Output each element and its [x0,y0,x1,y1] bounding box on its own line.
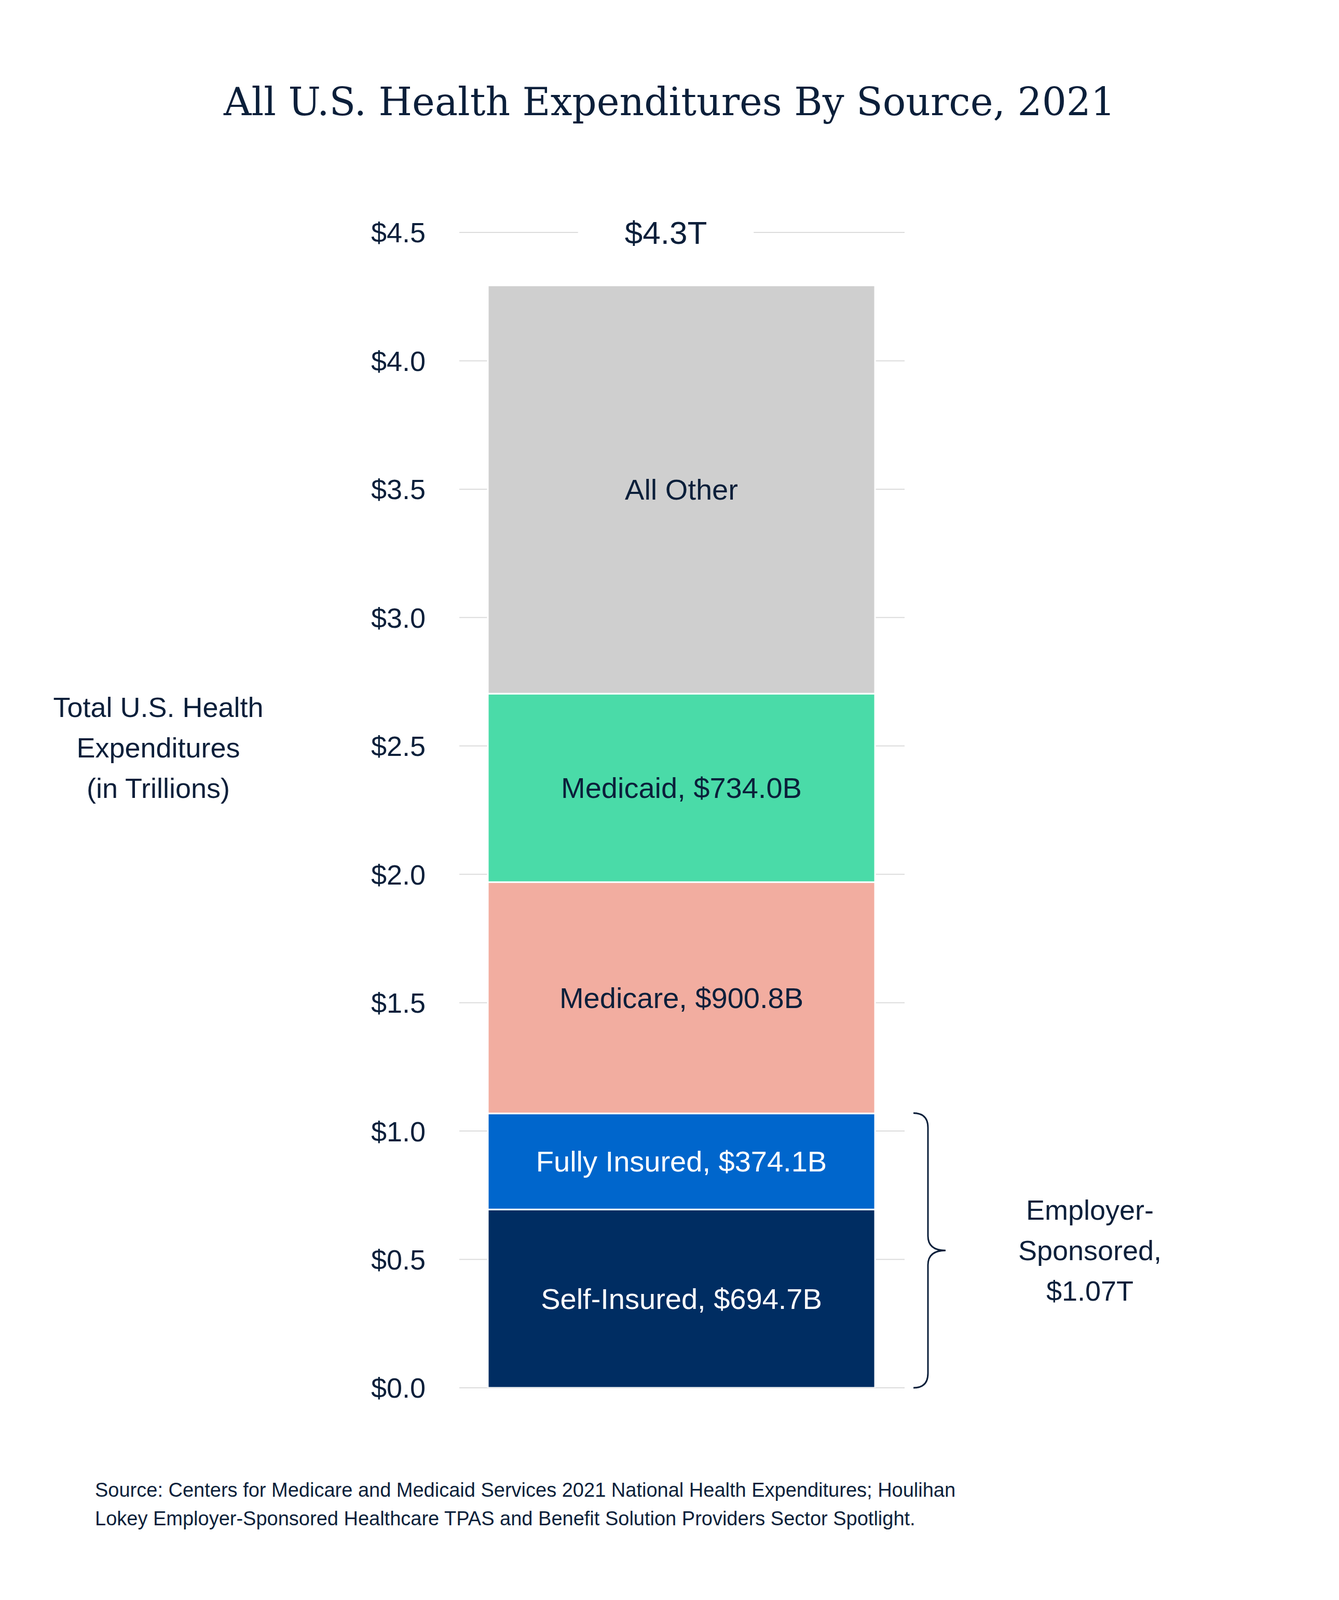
total-annotation-text: $4.3T [624,214,708,251]
tick-label: $3.0 [371,602,426,634]
tick-label: $1.0 [371,1116,426,1148]
tick-label: $4.5 [371,216,426,249]
tick: $1.0 [371,1116,426,1148]
bar-segment [487,285,876,694]
y-axis: $0.0 $0.5 $1.0 $1.5 $2.0 $2.5 $3.0 $3.5 $4.0 $4.5 [371,216,427,1404]
y-axis-label-line: Expenditures [76,732,240,764]
bracket-label-line: $1.07T [1046,1275,1134,1307]
tick-label: $0.0 [371,1372,426,1404]
data-label: Medicare, $900.8B [559,981,804,1015]
data-label: Self-Insured, $694.7B [540,1282,823,1316]
tick: $3.5 [371,473,426,505]
tick-label: $1.5 [371,987,426,1019]
bar-segment [487,1113,876,1210]
y-axis-label-line: (in Trillions) [86,772,230,804]
data-label: Medicaid, $734.0B [561,771,802,805]
tick-label: $4.0 [371,345,426,377]
bracket-label: Employer- Sponsored, $1.07T [1018,1194,1162,1307]
tick-label: $0.5 [371,1244,426,1276]
total-annotation-background [578,212,755,253]
bracket-label-line: Sponsored, [1018,1235,1162,1267]
bracket [913,1113,946,1389]
tick: $2.0 [371,859,426,891]
bracket-label-line: Employer- [1026,1194,1154,1226]
total-annotation: $4.3T [578,212,755,253]
bar-segment [487,882,876,1114]
tick: $0.5 [371,1244,426,1276]
source-line: Lokey Employer-Sponsored Healthcare TPAS… [94,1508,916,1530]
source-line: Source: Centers for Medicare and Medicai… [94,1479,956,1502]
tick-label: $2.0 [371,859,426,891]
grid [459,232,905,1389]
tick-label: $2.5 [371,730,426,762]
source: Source: Centers for Medicare and Medicai… [94,1479,956,1530]
title: All U.S. Health Expenditures By Source, … [223,79,1116,125]
y-axis-label-line: Total U.S. Health [52,691,264,723]
tick: $4.5 [371,216,426,249]
tick: $1.5 [371,987,426,1019]
tick: $3.0 [371,602,426,634]
bars [487,285,876,1389]
data-label: Fully Insured, $374.1B [536,1145,827,1179]
tick-label: $3.5 [371,473,426,505]
data-label: All Other [624,473,739,507]
bar-segment [487,693,876,883]
chart: All U.S. Health Expenditures By Source, … [0,0,1339,1600]
bar-segment [487,1209,876,1389]
axis-line [425,233,427,1389]
tick: $2.5 [371,730,426,762]
data-labels: Self-Insured, $694.7B Fully Insured, $374… [536,473,827,1316]
tick: $0.0 [371,1372,426,1404]
tick: $4.0 [371,345,426,377]
y-axis-label: Total U.S. Health Expenditures (in Trillio… [52,691,264,804]
